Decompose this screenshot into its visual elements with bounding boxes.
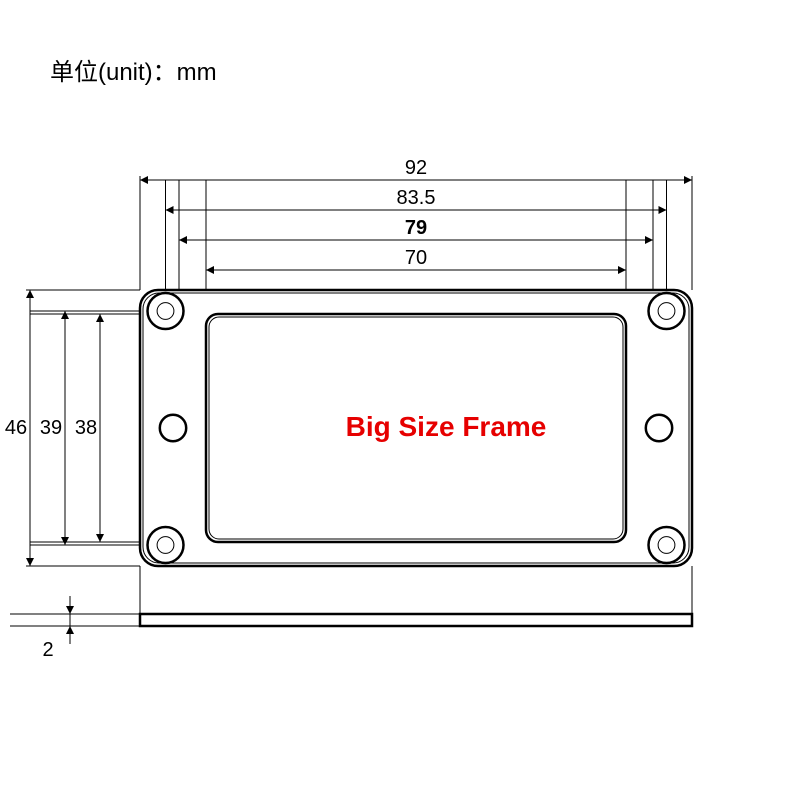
screw-hole — [649, 293, 685, 329]
screw-hole — [649, 527, 685, 563]
screw-hole — [148, 527, 184, 563]
dimension-value: 39 — [40, 417, 62, 439]
side-hole-right — [646, 415, 672, 441]
dimension-value: 70 — [405, 247, 427, 269]
screw-hole — [148, 293, 184, 329]
dimension-value: 92 — [405, 157, 427, 179]
dimension-value: 83.5 — [397, 187, 436, 209]
title-text: Big Size Frame — [346, 411, 547, 442]
unit-label: 单位(unit)：mm — [50, 59, 217, 86]
dimension-value: 46 — [5, 417, 27, 439]
dimension-value: 79 — [405, 217, 427, 239]
side-hole-left — [160, 415, 186, 441]
side-view — [140, 614, 692, 626]
dimension-value: 38 — [75, 417, 97, 439]
dim-thickness: 2 — [42, 639, 53, 661]
